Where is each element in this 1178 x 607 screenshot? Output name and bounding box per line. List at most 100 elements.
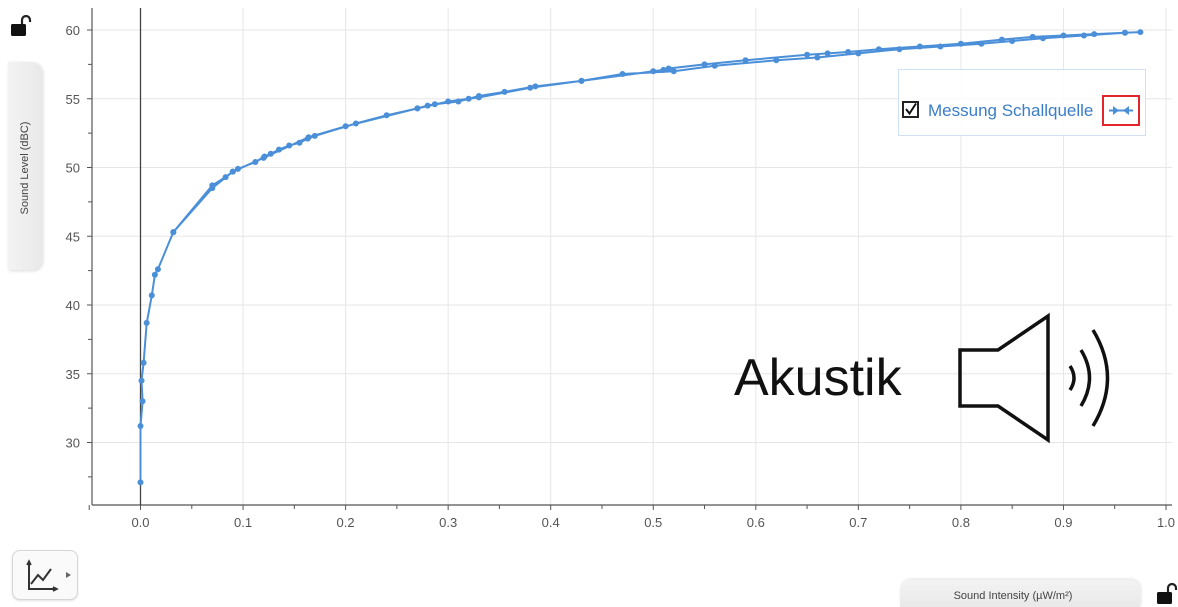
data-point[interactable] [139, 398, 146, 405]
x-tick-label: 0.1 [234, 515, 252, 530]
grid [92, 8, 1172, 505]
x-tick-label: 0.6 [747, 515, 765, 530]
data-point[interactable] [896, 46, 903, 53]
data-point[interactable] [1121, 29, 1128, 36]
data-point[interactable] [140, 359, 147, 366]
data-point[interactable] [170, 229, 177, 236]
data-point[interactable] [267, 150, 274, 157]
data-point[interactable] [855, 50, 862, 57]
data-point[interactable] [475, 94, 482, 101]
x-axis-tab[interactable] [900, 580, 1140, 607]
overlay-title: Akustik [734, 349, 902, 407]
data-point[interactable] [352, 120, 359, 127]
y-tick-label: 55 [66, 92, 80, 107]
data-point[interactable] [527, 84, 534, 91]
data-point[interactable] [424, 102, 431, 109]
data-point[interactable] [804, 51, 811, 58]
data-point[interactable] [431, 101, 438, 108]
data-point[interactable] [501, 88, 508, 95]
data-point[interactable] [383, 112, 390, 119]
data-point[interactable] [578, 77, 585, 84]
tick-labels: 0.0 0.1 0.2 0.3 0.4 0.5 0.6 0.7 0.8 0.9 1.0 30 35 40 4… [66, 23, 1176, 530]
data-point[interactable] [137, 423, 144, 429]
data-point[interactable] [998, 36, 1005, 43]
graph-tools-button[interactable] [12, 550, 78, 600]
data-point[interactable] [148, 292, 155, 299]
data-point[interactable] [143, 319, 150, 326]
legend-visibility-checkbox[interactable] [902, 101, 919, 118]
data-point[interactable] [311, 132, 318, 139]
data-point[interactable] [296, 139, 303, 146]
data-point[interactable] [937, 43, 944, 50]
data-point[interactable] [222, 174, 229, 181]
data-point[interactable] [1039, 35, 1046, 42]
x-tick-label: 0.7 [849, 515, 867, 530]
data-point[interactable] [773, 57, 780, 64]
data-point[interactable] [154, 266, 161, 273]
data-point[interactable] [660, 66, 667, 73]
data-point[interactable] [1029, 33, 1036, 40]
data-point[interactable] [414, 105, 421, 112]
x-tick-label: 0.2 [337, 515, 355, 530]
data-point[interactable] [845, 49, 852, 55]
data-point[interactable] [619, 71, 626, 77]
y-tick-label: 40 [66, 298, 80, 313]
data-point[interactable] [670, 68, 677, 75]
data-point[interactable] [151, 271, 158, 278]
data-point[interactable] [209, 185, 216, 192]
x-tick-label: 1.0 [1157, 515, 1175, 530]
data-point[interactable] [1009, 38, 1016, 44]
data-point[interactable] [342, 123, 349, 130]
data-point[interactable] [286, 142, 293, 149]
data-point[interactable] [455, 98, 462, 105]
data-point[interactable] [1137, 29, 1144, 36]
data-point[interactable] [275, 146, 282, 153]
y-tick-label: 50 [66, 161, 80, 176]
data-point[interactable] [532, 83, 539, 90]
data-point[interactable] [650, 68, 657, 75]
data-point[interactable] [916, 43, 923, 50]
data-series [137, 29, 1144, 486]
data-point[interactable] [875, 46, 882, 53]
unlock-icon[interactable] [10, 14, 32, 38]
data-point[interactable] [445, 98, 452, 105]
data-point[interactable] [465, 95, 472, 102]
y-axis-tab[interactable] [8, 62, 42, 270]
data-point[interactable] [957, 40, 964, 47]
x-tick-label: 0.5 [644, 515, 662, 530]
data-point[interactable] [701, 61, 708, 68]
data-point[interactable] [978, 40, 985, 47]
x-tick-label: 0.8 [952, 515, 970, 530]
data-point[interactable] [824, 50, 831, 57]
data-point[interactable] [1080, 32, 1087, 39]
data-point[interactable] [1060, 32, 1067, 39]
data-point[interactable] [305, 134, 312, 141]
y-tick-label: 60 [66, 23, 80, 38]
x-tick-label: 0.3 [439, 515, 457, 530]
y-axis-title: Sound Level (dBC) [19, 121, 31, 215]
x-axis-title: Sound Intensity (µW/m²) [953, 590, 1073, 602]
y-tick-label: 35 [66, 367, 80, 382]
data-point[interactable] [138, 377, 145, 384]
data-point[interactable] [742, 57, 749, 64]
x-tick-label: 0.9 [1054, 515, 1072, 530]
x-tick-label: 0.0 [131, 515, 149, 530]
data-point[interactable] [137, 479, 144, 486]
data-point[interactable] [665, 65, 672, 72]
series-marker-icon [1109, 106, 1133, 115]
speaker-sound-icon [958, 312, 1110, 444]
y-tick-label: 45 [66, 229, 80, 244]
x-tick-label: 0.4 [542, 515, 560, 530]
data-point[interactable] [711, 62, 718, 69]
data-point[interactable] [252, 159, 259, 165]
data-point[interactable] [229, 168, 236, 175]
legend-series-label[interactable]: Messung Schallquelle [928, 101, 1094, 120]
data-point[interactable] [234, 165, 241, 172]
series-marker-style-button[interactable] [1102, 95, 1140, 126]
data-point[interactable] [1091, 31, 1098, 38]
data-point[interactable] [260, 154, 267, 161]
data-point[interactable] [814, 54, 821, 61]
unlock-icon[interactable] [1156, 582, 1178, 606]
checkmark-icon [905, 102, 917, 116]
